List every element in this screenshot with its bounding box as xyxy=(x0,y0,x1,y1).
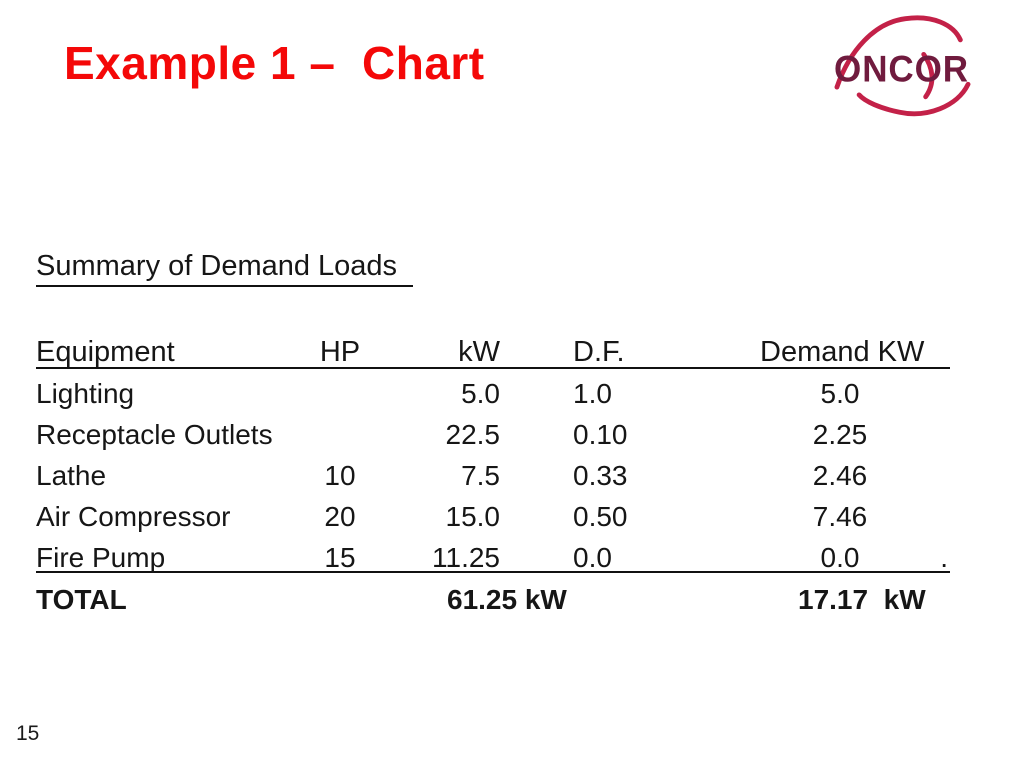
table-row: Air Compressor 20 15.0 0.50 7.46 xyxy=(36,501,950,532)
cell-equipment: Air Compressor xyxy=(36,501,231,532)
table-row: Lighting 5.0 1.0 5.0 xyxy=(36,378,950,409)
logo-swoosh-tail-icon xyxy=(921,51,935,100)
table-total-row: TOTAL 61.25 kW 17.17 kW xyxy=(36,584,950,615)
cell-demand: 2.46 xyxy=(812,460,868,491)
cell-df: 0.33 xyxy=(573,460,628,491)
cell-equipment: Lathe xyxy=(36,460,107,491)
cell-hp: 15 xyxy=(324,542,356,573)
col-header-hp: HP xyxy=(319,336,361,368)
cell-hp: 20 xyxy=(324,501,356,532)
cell-df: 0.50 xyxy=(573,501,628,532)
cell-kw: 15.0 xyxy=(445,501,501,532)
cell-df: 0.10 xyxy=(573,419,628,450)
page-number: 15 xyxy=(16,722,40,745)
slide-title: Example 1 – Chart xyxy=(64,37,485,89)
cell-kw: 22.5 xyxy=(445,419,501,450)
total-kw: 61.25 kW xyxy=(447,584,567,615)
row-trailing-period: . xyxy=(940,542,948,573)
cell-demand: 5.0 xyxy=(820,378,860,409)
table-row: Receptacle Outlets 22.5 0.10 2.25 xyxy=(36,419,950,450)
total-label: TOTAL xyxy=(36,584,127,615)
cell-demand: 7.46 xyxy=(812,501,868,532)
oncor-logo: ONCOR xyxy=(834,15,971,117)
cell-demand: 2.25 xyxy=(812,419,868,450)
table-row: Lathe 10 7.5 0.33 2.46 xyxy=(36,460,950,491)
logo-swoosh-top-icon xyxy=(834,15,963,90)
cell-kw: 5.0 xyxy=(461,378,500,409)
cell-equipment: Receptacle Outlets xyxy=(36,419,273,450)
cell-kw: 7.5 xyxy=(461,460,500,491)
summary-heading: Summary of Demand Loads xyxy=(36,250,414,287)
logo-swoosh-bottom-icon xyxy=(856,81,971,117)
cell-kw: 11.25 xyxy=(432,542,500,573)
cell-equipment: Lighting xyxy=(36,378,135,409)
table-header-row: Equipment HP kW D.F. Demand KW xyxy=(36,336,950,369)
cell-df: 0.0 xyxy=(573,542,612,573)
cell-df: 1.0 xyxy=(573,378,612,409)
col-header-kw: kW xyxy=(458,336,500,368)
cell-hp: 10 xyxy=(324,460,356,491)
logo-wordmark: ONCOR xyxy=(834,48,969,89)
col-header-equipment: Equipment xyxy=(36,336,175,368)
cell-equipment: Fire Pump xyxy=(36,542,166,573)
col-header-df: D.F. xyxy=(573,336,625,368)
cell-demand: 0.0 xyxy=(820,542,860,573)
col-header-demand: Demand KW xyxy=(760,336,925,368)
table-row: Fire Pump 15 11.25 0.0 0.0 . xyxy=(36,542,950,573)
total-demand-kw: 17.17 kW xyxy=(798,584,926,615)
